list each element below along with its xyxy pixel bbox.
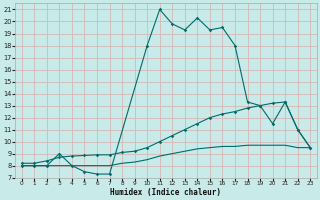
X-axis label: Humidex (Indice chaleur): Humidex (Indice chaleur) [110,188,221,197]
